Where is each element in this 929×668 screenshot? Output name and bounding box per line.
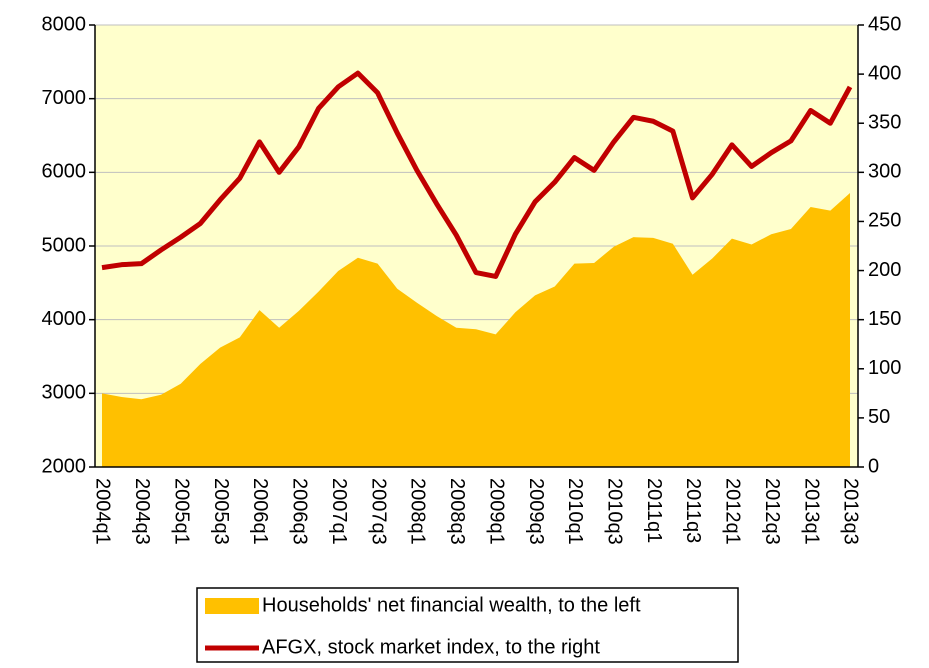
x-tick-label: 2004q1 [92, 478, 114, 545]
x-tick-label: 2009q3 [525, 478, 547, 545]
x-tick-label: 2013q1 [800, 478, 822, 545]
x-tick-label: 2012q1 [722, 478, 744, 545]
x-tick-label: 2011q1 [643, 478, 665, 543]
y2-tick-label: 0 [868, 455, 879, 477]
y2-tick-label: 450 [868, 13, 901, 35]
x-tick-label: 2013q3 [840, 478, 862, 545]
x-tick-label: 2006q3 [289, 478, 311, 545]
x-tick-label: 2012q3 [761, 478, 783, 545]
x-tick-label: 2007q3 [367, 478, 389, 545]
y2-tick-label: 250 [868, 210, 901, 232]
y2-tick-label: 100 [868, 357, 901, 379]
x-tick-label: 2008q3 [446, 478, 468, 545]
area [102, 192, 850, 467]
legend-label: AFGX, stock market index, to the right [262, 636, 600, 658]
x-tick-label: 2007q1 [328, 478, 350, 545]
y-tick-label: 6000 [42, 161, 87, 183]
x-tick-label: 2008q1 [407, 478, 429, 545]
x-tick-label: 2004q3 [131, 478, 153, 545]
x-tick-label: 2005q1 [170, 478, 192, 545]
y-tick-label: 2000 [42, 455, 87, 477]
legend [196, 587, 739, 663]
legend-swatch [205, 598, 259, 614]
y2-tick-label: 350 [868, 112, 901, 134]
y2-tick-label: 400 [868, 62, 901, 84]
y2-tick-label: 200 [868, 259, 901, 281]
y-tick-label: 4000 [42, 308, 87, 330]
y-tick-label: 3000 [42, 382, 87, 404]
y2-tick-label: 150 [868, 308, 901, 330]
line [101, 70, 853, 279]
x-tick-label: 2010q1 [564, 478, 586, 545]
legend-label: Households' net financial wealth, to the… [262, 594, 641, 616]
y-tick-label: 7000 [42, 87, 87, 109]
x-tick-label: 2011q3 [682, 478, 704, 543]
y2-tick-label: 50 [868, 406, 890, 428]
y-tick-label: 8000 [42, 13, 87, 35]
x-tick-label: 2010q3 [604, 478, 626, 545]
x-tick-label: 2009q1 [485, 478, 507, 545]
y2-tick-label: 300 [868, 161, 901, 183]
x-tick-label: 2006q1 [249, 478, 271, 545]
x-tick-label: 2005q3 [210, 478, 232, 545]
y-tick-label: 5000 [42, 234, 87, 256]
